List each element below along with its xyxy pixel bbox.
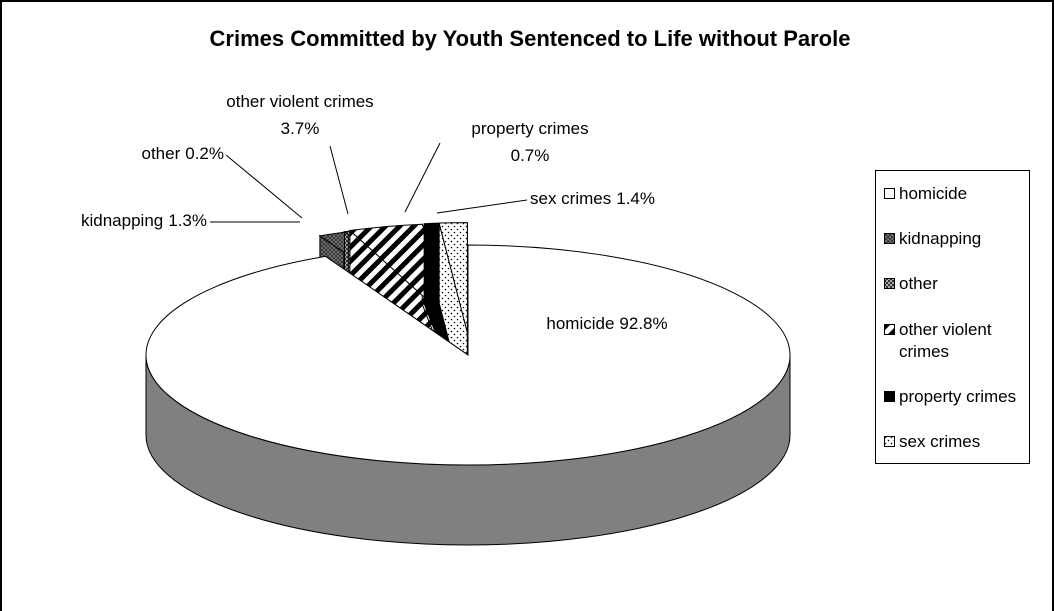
pie-slice <box>438 222 468 333</box>
leader-line <box>404 142 441 213</box>
data-label-value: 92.8% <box>619 314 667 333</box>
data-label-name: other violent crimes <box>226 92 373 111</box>
data-label-value: 0.2% <box>185 144 224 163</box>
legend-swatch-fill <box>884 233 895 245</box>
data-label: other 0.2% <box>142 144 225 163</box>
data-label-value: 1.4% <box>616 189 655 208</box>
legend-swatch <box>884 233 895 245</box>
legend-entry: kidnapping <box>884 228 1023 250</box>
data-label: homicide 92.8% <box>546 314 667 333</box>
leader-line <box>329 145 349 215</box>
legend-swatch-fill <box>884 435 895 447</box>
legend-entry: other <box>884 273 1023 295</box>
data-label: property crimes 0.7% <box>471 119 588 165</box>
legend-label: homicide <box>899 184 968 203</box>
legend-swatch <box>884 278 895 290</box>
legend-swatch-fill <box>884 390 895 402</box>
data-label-value: 1.3% <box>168 211 207 230</box>
legend-label: kidnapping <box>899 229 982 249</box>
data-label-value: 3.7% <box>281 119 320 138</box>
legend-label: sex crimes <box>899 431 981 451</box>
leader-line <box>436 199 528 214</box>
data-label-name: homicide <box>546 314 614 333</box>
data-label: other violent crimes 3.7% <box>226 92 373 138</box>
legend-swatch-fill <box>884 278 895 290</box>
leader-line <box>225 154 303 219</box>
data-label-name: kidnapping <box>81 211 163 230</box>
legend-swatch <box>884 323 895 335</box>
data-label-name: other <box>142 144 181 163</box>
data-label-name: sex crimes <box>530 189 611 208</box>
legend-swatch <box>884 188 895 199</box>
legend-swatch <box>884 390 895 402</box>
data-label-value: 0.7% <box>511 146 550 165</box>
legend-entry: property crimes <box>884 386 1023 408</box>
legend-label: property crimes <box>899 386 1017 406</box>
data-label-name: property crimes <box>471 119 588 138</box>
legend: homicide kidnapping other other violent cri… <box>875 170 1030 464</box>
legend-swatch <box>884 435 895 447</box>
chart-title: Crimes Committed by Youth Sentenced to L… <box>210 26 851 51</box>
legend-entry: homicide <box>884 183 1023 205</box>
legend-entry: other violent crimes <box>884 319 1023 363</box>
pie-slice <box>145 244 791 466</box>
legend-label: other <box>899 274 938 294</box>
data-label: sex crimes 1.4% <box>530 189 655 208</box>
legend-swatch-fill <box>884 323 895 335</box>
data-label: kidnapping 1.3% <box>81 211 207 230</box>
legend-entry: sex crimes <box>884 431 1023 453</box>
legend-swatch-fill <box>884 188 895 199</box>
legend-label: other violent crimes <box>899 319 992 361</box>
